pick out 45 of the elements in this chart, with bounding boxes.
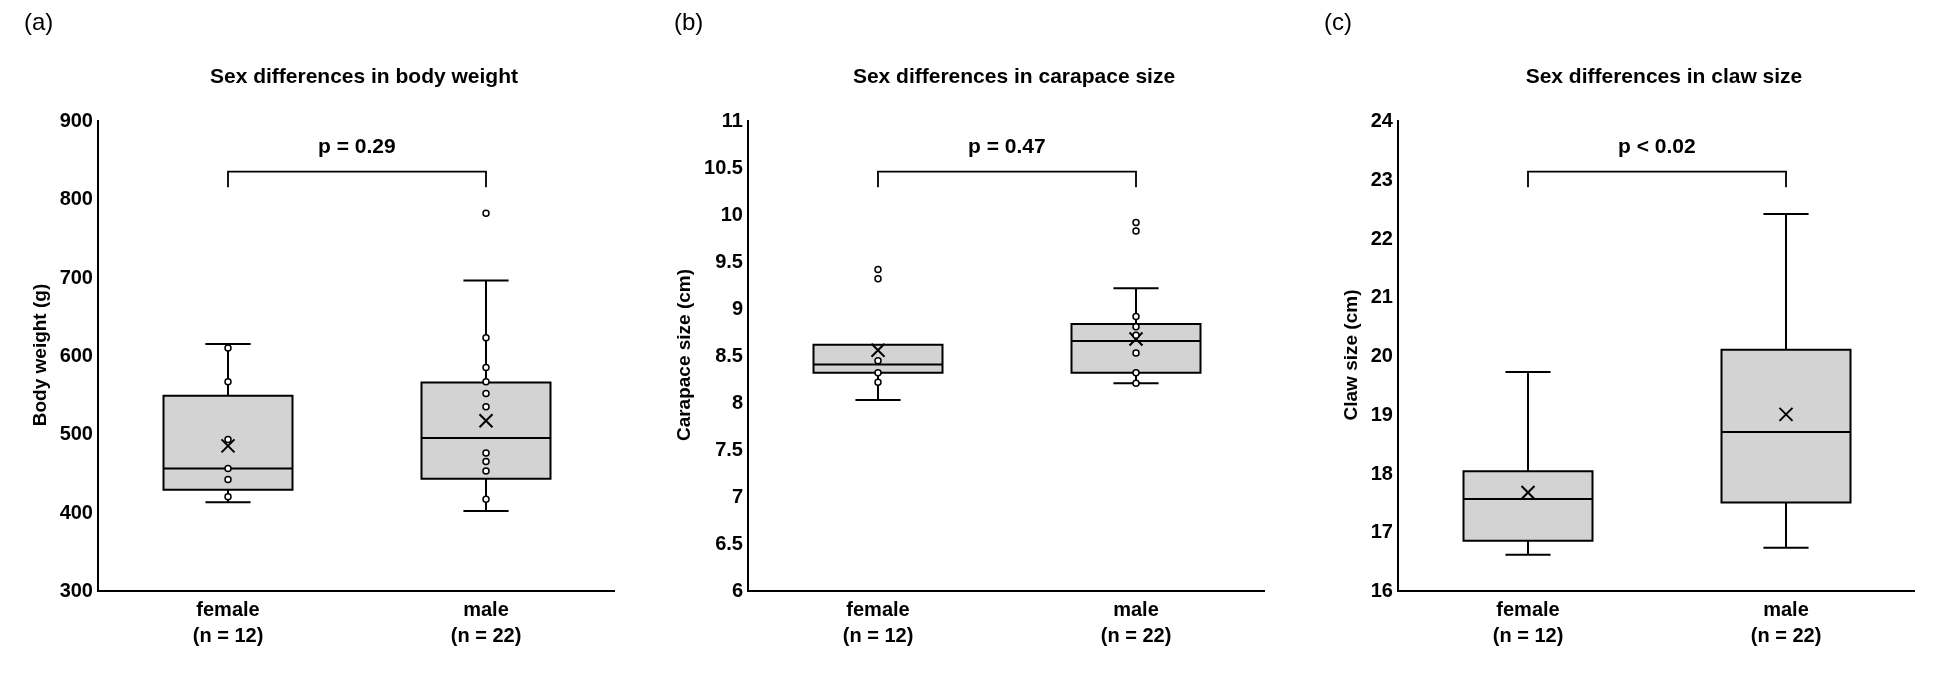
y-axis-title: Body weight (g): [28, 283, 50, 427]
y-tick-label: 10: [720, 203, 743, 225]
y-axis-title: Claw size (cm): [1340, 289, 1362, 421]
y-tick-label: 9: [731, 297, 743, 319]
y-tick-label: 19: [1370, 402, 1393, 425]
y-tick-label: 400: [59, 500, 93, 523]
x-tick-label: male (n = 22): [450, 598, 522, 646]
annotation: p < 0.02: [1618, 134, 1696, 157]
y-tick-label: 6: [731, 579, 743, 601]
chart-title: Sex differences in body weight: [209, 63, 519, 87]
x-tick-label: male (n = 22): [1100, 598, 1172, 646]
x-tick-label: female (n = 12): [1492, 598, 1564, 646]
y-tick-label: 16: [1370, 579, 1393, 601]
y-tick-label: 8: [731, 391, 743, 413]
y-tick-label: 500: [59, 422, 93, 445]
y-tick-label: 20: [1370, 344, 1393, 366]
y-tick-label: 600: [59, 344, 93, 366]
x-tick-label: male (n = 22): [1750, 598, 1822, 646]
y-tick-label: 11: [721, 109, 743, 131]
y-tick-label: 800: [59, 187, 93, 210]
y-tick-label: 700: [59, 265, 93, 288]
chart-title: Sex differences in claw size: [1525, 63, 1803, 87]
y-tick-label: 300: [59, 579, 93, 601]
y-tick-label: 23: [1370, 167, 1393, 190]
y-tick-label: 9.5: [715, 250, 743, 272]
y-axis-title: Carapace size (cm): [673, 268, 695, 442]
x-tick-label: female (n = 12): [192, 598, 264, 646]
y-tick-label: 8.5: [715, 344, 743, 366]
text: (c): [1324, 8, 1352, 35]
y-tick-label: 22: [1370, 226, 1393, 249]
annotation: p = 0.47: [968, 134, 1046, 157]
y-tick-label: 18: [1370, 461, 1393, 484]
text: (b): [674, 8, 704, 35]
y-tick-label: 17: [1370, 520, 1393, 543]
y-tick-label: 24: [1370, 109, 1394, 131]
y-tick-label: 7.5: [715, 438, 743, 460]
y-tick-label: 900: [59, 109, 93, 131]
x-tick-label: female (n = 12): [842, 598, 914, 646]
y-tick-label: 10.5: [704, 156, 743, 178]
annotation: p = 0.29: [318, 134, 396, 157]
text: (a): [24, 8, 54, 35]
y-tick-label: 7: [731, 485, 743, 507]
chart-title: Sex differences in carapace size: [852, 63, 1176, 87]
y-tick-label: 6.5: [715, 532, 743, 554]
y-tick-label: 21: [1370, 285, 1393, 308]
